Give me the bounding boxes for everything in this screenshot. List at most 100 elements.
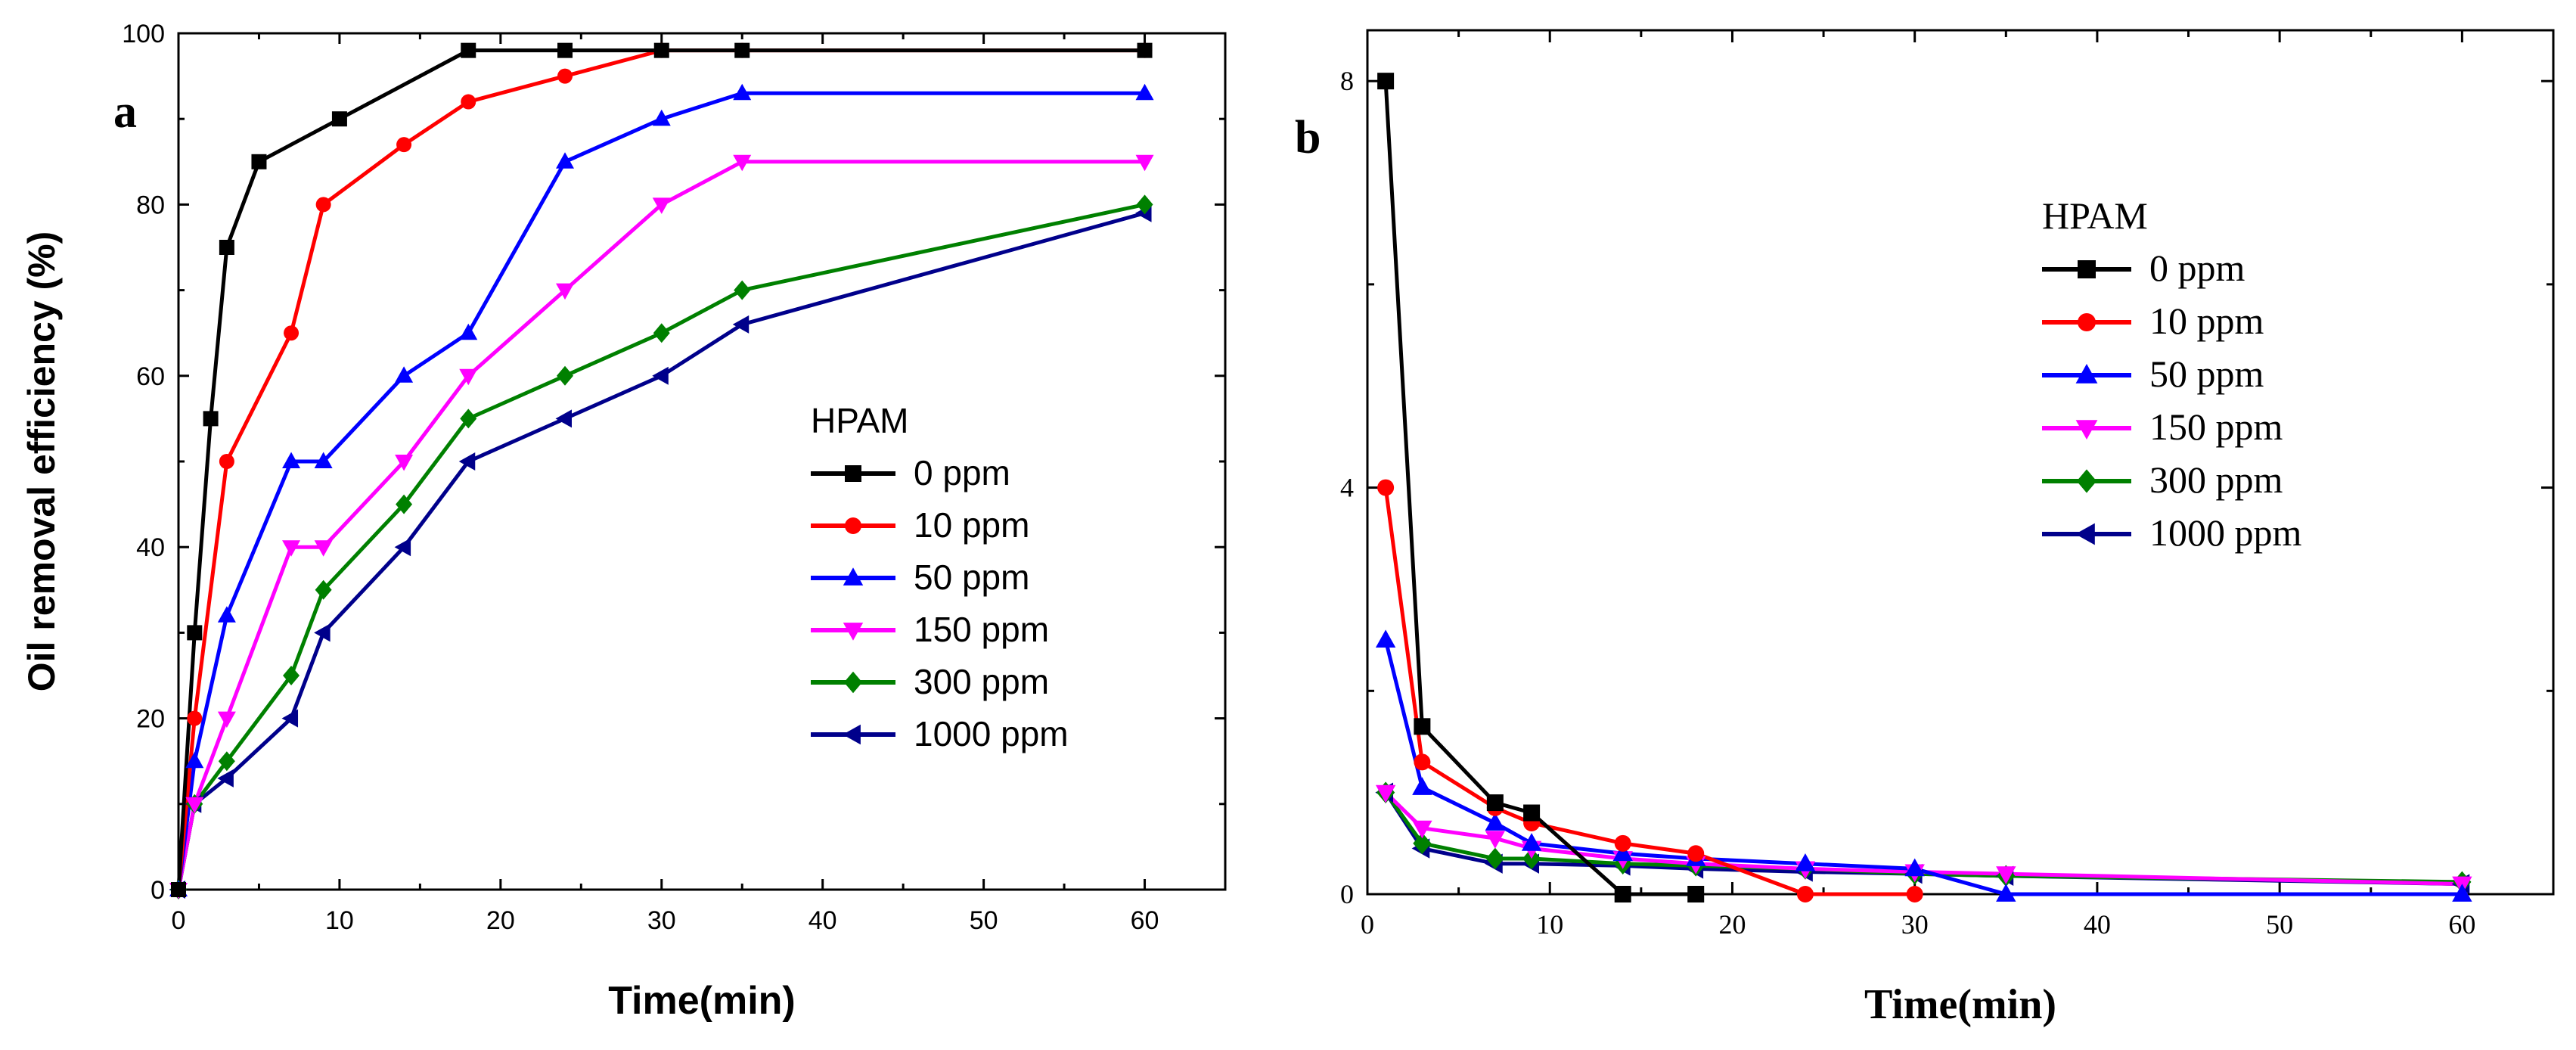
data-point-50-ppm — [1996, 884, 2016, 902]
data-point-0-ppm — [171, 882, 186, 897]
x-tick-label: 60 — [1131, 906, 1159, 935]
legend-label: 1000 ppm — [914, 714, 1069, 753]
legend-label: 300 ppm — [914, 662, 1049, 701]
data-point-0-ppm — [461, 42, 476, 58]
data-point-0-ppm — [203, 411, 219, 427]
legend-marker-300-ppm — [2076, 469, 2097, 493]
x-tick-label: 40 — [2084, 909, 2111, 940]
legend-marker-50-ppm — [843, 567, 864, 586]
y-tick-label: 40 — [136, 533, 165, 562]
y-tick-label: 60 — [136, 362, 165, 391]
x-tick-label: 40 — [808, 906, 837, 935]
y-tick-label: 8 — [1340, 66, 1354, 96]
data-point-150-ppm — [217, 711, 236, 728]
legend-label: 50 ppm — [914, 558, 1029, 597]
data-point-50-ppm — [1795, 853, 1816, 871]
data-point-0-ppm — [1523, 804, 1541, 822]
data-point-10-ppm — [1377, 479, 1395, 496]
y-tick-label: 0 — [151, 876, 165, 905]
data-point-0-ppm — [1486, 794, 1504, 812]
data-point-0-ppm — [1414, 718, 1431, 735]
data-point-300-ppm — [557, 365, 574, 386]
panel-b-label: b — [1295, 112, 1321, 163]
data-point-50-ppm — [314, 452, 333, 468]
x-tick-label: 30 — [1901, 909, 1929, 940]
data-point-0-ppm — [1377, 73, 1395, 90]
data-point-10-ppm — [1906, 886, 1923, 902]
legend-label: 0 ppm — [2149, 247, 2245, 289]
data-point-1000-ppm — [652, 366, 669, 385]
panel-b-ticks: 0 10 20 30 40 50 60 0 4 8 — [1340, 30, 2553, 940]
legend-label: 1000 ppm — [2149, 511, 2302, 554]
legend-label: 10 ppm — [2149, 300, 2264, 342]
legend-marker-1000-ppm — [2075, 523, 2095, 545]
data-point-0-ppm — [1614, 886, 1631, 902]
legend-marker-150-ppm — [843, 623, 864, 641]
data-point-150-ppm — [1485, 831, 1506, 849]
data-point-300-ppm — [734, 280, 751, 300]
data-point-10-ppm — [461, 94, 476, 110]
data-point-1000-ppm — [732, 315, 750, 334]
data-point-50-ppm — [733, 83, 752, 101]
data-point-10-ppm — [1614, 834, 1631, 852]
x-tick-label: 20 — [486, 906, 515, 935]
data-point-1000-ppm — [394, 538, 411, 557]
x-tick-label: 10 — [1536, 909, 1563, 940]
data-point-1000-ppm — [314, 623, 331, 642]
data-point-0-ppm — [331, 111, 347, 127]
data-point-1000-ppm — [217, 769, 234, 788]
series-line-150-ppm — [1384, 791, 2463, 887]
y-tick-label: 80 — [136, 191, 165, 219]
data-point-10-ppm — [219, 454, 234, 469]
y-tick-label: 100 — [122, 20, 165, 48]
data-point-0-ppm — [734, 42, 750, 58]
panel-b-series-lines — [1383, 81, 2463, 896]
panel-b-plot-frame — [1366, 29, 2555, 896]
data-point-300-ppm — [218, 751, 235, 772]
legend-marker-0-ppm — [845, 465, 861, 482]
panel-b-x-axis-label: Time(min) — [1864, 981, 2056, 1028]
data-point-150-ppm — [652, 197, 671, 214]
data-point-10-ppm — [284, 325, 299, 341]
data-point-50-ppm — [459, 323, 478, 340]
legend-label: 150 ppm — [2149, 405, 2283, 448]
data-point-50-ppm — [217, 606, 236, 623]
panel-a-legend-title: HPAM — [811, 401, 909, 440]
data-point-50-ppm — [1412, 777, 1432, 795]
panel-b-markers — [1375, 73, 2472, 902]
data-point-300-ppm — [1485, 847, 1504, 870]
x-tick-label: 0 — [172, 906, 186, 935]
data-point-50-ppm — [395, 366, 414, 383]
data-point-50-ppm — [1904, 858, 1925, 877]
legend-marker-10-ppm — [845, 517, 861, 534]
data-point-300-ppm — [315, 579, 332, 600]
panel-b: 0 10 20 30 40 50 60 0 4 8 b Time(min) HPAM 0 ppm 1… — [1295, 29, 2555, 1028]
data-point-300-ppm — [283, 666, 300, 685]
data-point-300-ppm — [1413, 832, 1432, 855]
data-point-150-ppm — [1996, 866, 2016, 884]
data-point-300-ppm — [653, 323, 670, 343]
y-tick-label: 4 — [1340, 473, 1354, 503]
x-tick-label: 20 — [1718, 909, 1746, 940]
x-tick-label: 10 — [325, 906, 354, 935]
panel-b-legend-title: HPAM — [2042, 194, 2148, 237]
panel-a: 0 10 20 30 40 50 60 0 20 40 60 80 100 a Time(min) Oi… — [20, 20, 1227, 1023]
legend-label: 150 ppm — [914, 610, 1049, 649]
x-tick-label: 0 — [1361, 909, 1374, 940]
x-tick-label: 50 — [970, 906, 998, 935]
data-point-150-ppm — [282, 540, 301, 557]
panel-a-x-axis-label: Time(min) — [608, 979, 796, 1023]
x-tick-label: 30 — [647, 906, 676, 935]
x-tick-label: 50 — [2266, 909, 2293, 940]
data-point-150-ppm — [733, 154, 752, 172]
data-point-50-ppm — [2452, 884, 2472, 902]
series-line-10-ppm — [1383, 487, 1915, 896]
data-point-50-ppm — [556, 152, 575, 169]
legend-label: 0 ppm — [914, 453, 1010, 492]
data-point-150-ppm — [395, 455, 414, 471]
legend-marker-150-ppm — [2075, 420, 2098, 440]
data-point-50-ppm — [1485, 812, 1506, 831]
data-point-0-ppm — [1137, 42, 1153, 58]
data-point-300-ppm — [1136, 194, 1153, 215]
